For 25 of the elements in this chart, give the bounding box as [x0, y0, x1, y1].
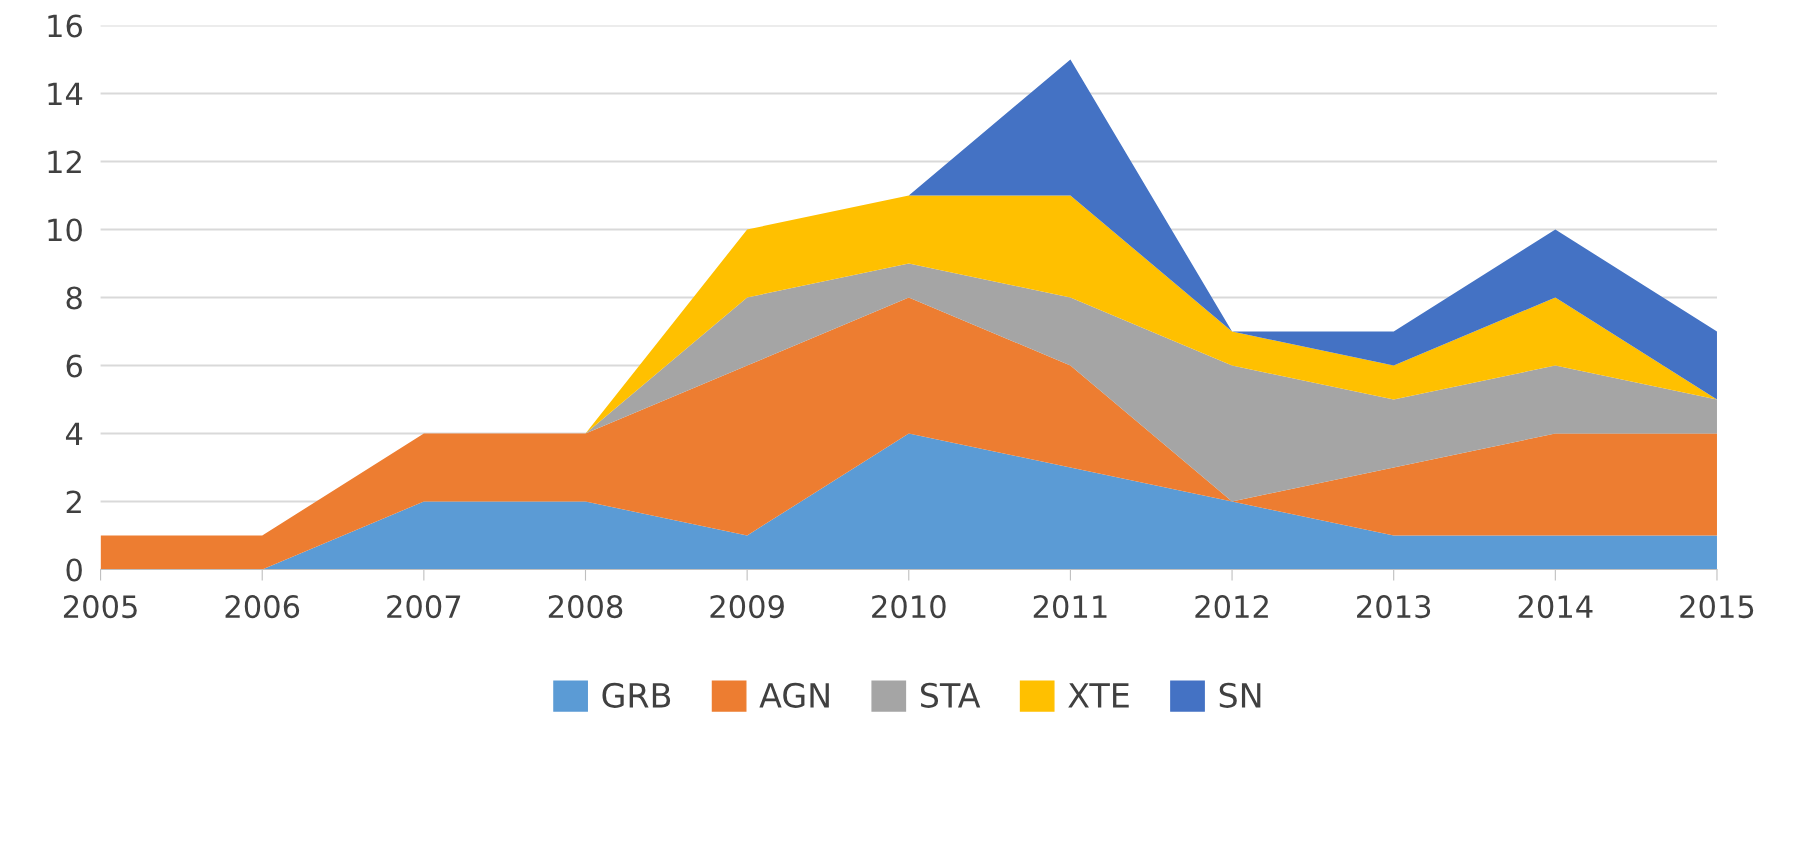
legend-label: STA	[920, 682, 981, 708]
x-tick-label: 2007	[387, 595, 461, 619]
y-tick-label: 14	[48, 82, 83, 106]
x-tick-label: 2015	[1680, 595, 1754, 619]
y-tick-label: 10	[48, 218, 82, 242]
y-tick-label: 0	[66, 558, 82, 582]
y-tick-label: 12	[48, 150, 81, 174]
y-tick-label: 16	[48, 14, 82, 38]
x-tick-label: 2008	[548, 595, 623, 619]
y-tick-label: 2	[66, 490, 81, 514]
y-tick-label: 4	[65, 422, 83, 446]
legend-label: AGN	[759, 682, 829, 708]
x-tick-label: 2014	[1518, 595, 1593, 619]
legend-label: GRB	[602, 682, 671, 708]
legend-label: SN	[1219, 682, 1261, 708]
x-tick-label: 2011	[1033, 595, 1107, 619]
y-tick-label: 8	[66, 286, 82, 310]
x-tick-label: 2012	[1195, 595, 1268, 619]
y-tick-label: 6	[66, 354, 82, 378]
x-tick-label: 2013	[1357, 595, 1431, 619]
legend-label: XTE	[1068, 683, 1129, 708]
x-tick-label: 2006	[225, 595, 300, 619]
x-tick-label: 2005	[63, 595, 137, 619]
x-tick-label: 2009	[710, 595, 784, 619]
x-tick-label: 2010	[872, 595, 946, 619]
